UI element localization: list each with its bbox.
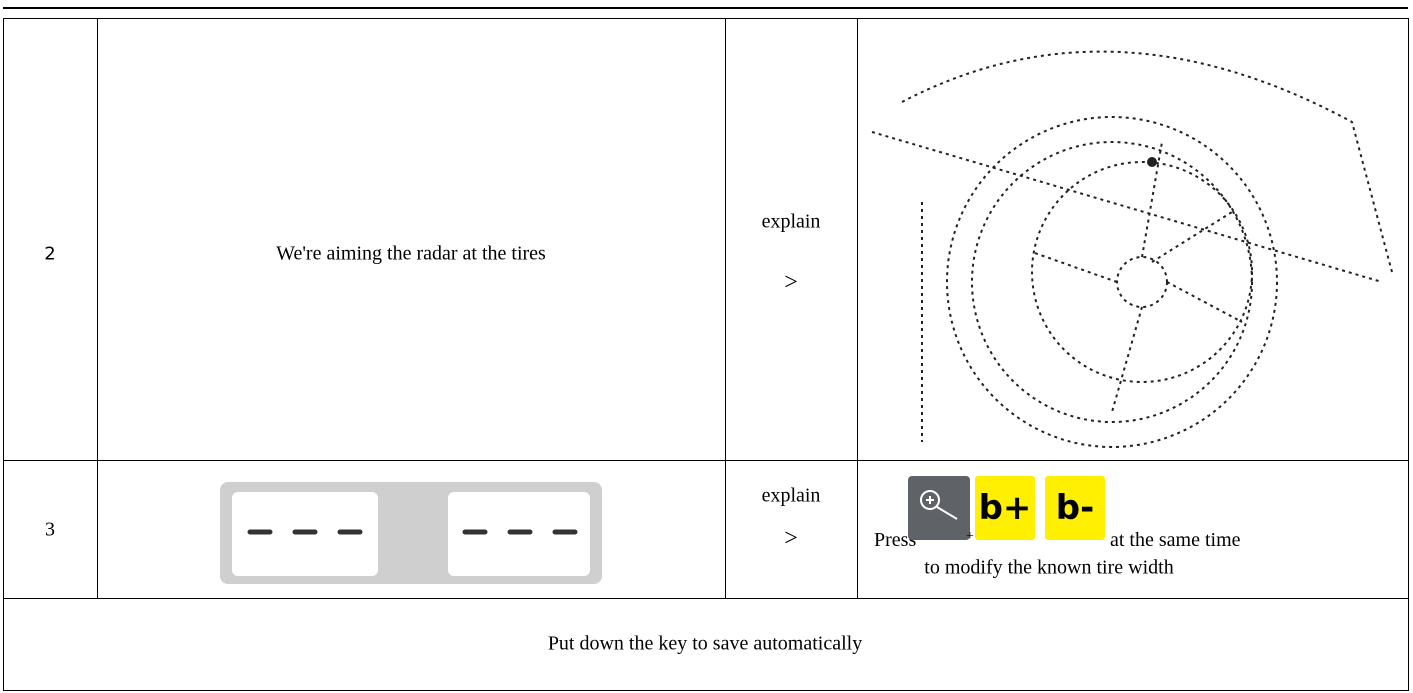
col-border xyxy=(97,18,98,598)
action-label: explain xyxy=(761,210,821,233)
header-rule xyxy=(3,7,1408,9)
col-border xyxy=(857,18,858,598)
row-number: 3 xyxy=(45,518,55,541)
plus-sign: + xyxy=(966,529,974,544)
row-description: We're aiming the radar at the tires xyxy=(276,242,546,265)
col-border xyxy=(725,18,726,598)
zoom-key-icon xyxy=(908,476,970,540)
tire-sketch xyxy=(871,50,1393,448)
action-arrow: > xyxy=(784,525,798,552)
key-b-plus: b+ xyxy=(975,476,1035,540)
table xyxy=(3,18,1409,691)
instruction-text: Press xyxy=(874,529,917,551)
action-arrow: > xyxy=(784,269,798,296)
footer-note: Put down the key to save automatically xyxy=(547,632,863,655)
row-border xyxy=(3,598,1408,599)
display-icon xyxy=(220,482,602,584)
row-border xyxy=(3,460,1408,461)
instruction-text: to modify the known tire width xyxy=(924,556,1174,579)
key-b-minus: b- xyxy=(1045,476,1105,540)
row-number: 2 xyxy=(44,243,56,265)
instruction-text: at the same time xyxy=(1110,529,1241,551)
action-label: explain xyxy=(761,484,821,507)
